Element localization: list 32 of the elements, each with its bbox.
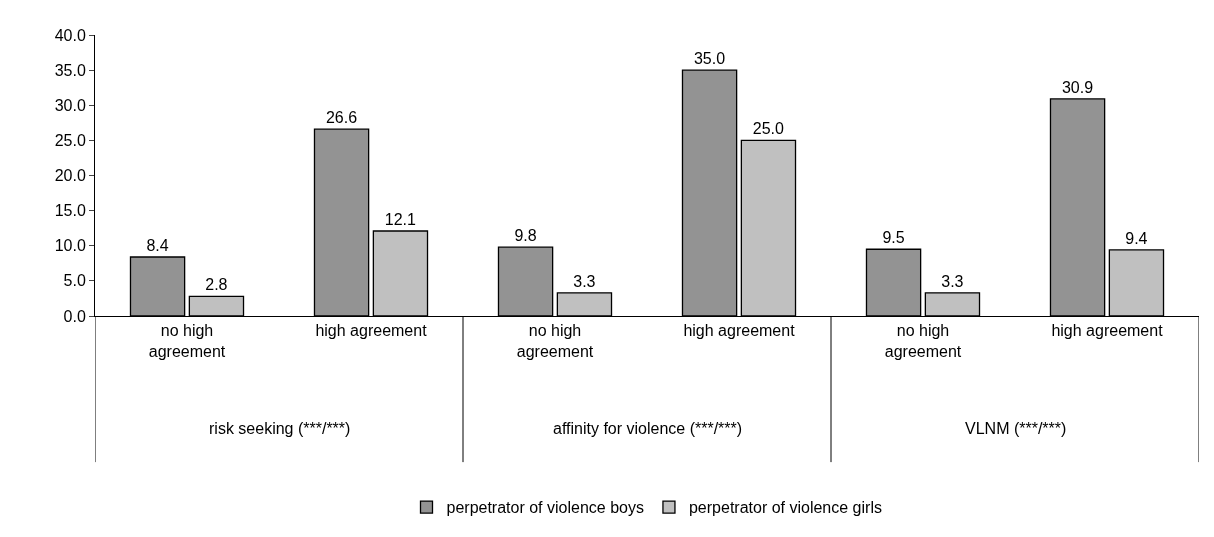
x-tick-label: high agreement [683, 322, 796, 340]
y-tick-label: 25.0 [54, 131, 86, 149]
y-tick-label: 0.0 [63, 307, 86, 325]
data-label: 3.3 [941, 272, 964, 290]
y-tick-label: 10.0 [54, 237, 86, 255]
y-tick-label: 5.0 [63, 272, 86, 290]
data-label: 30.9 [1061, 78, 1094, 96]
data-label: 35.0 [693, 50, 726, 68]
legend-label: perpetrator of violence girls [688, 499, 882, 517]
y-tick-label: 20.0 [54, 167, 86, 185]
x-tick-label: high agreement [315, 322, 428, 340]
legend-label: perpetrator of violence boys [446, 499, 644, 517]
x-tick-label: no high agreement [148, 322, 226, 360]
data-label: 8.4 [146, 236, 169, 254]
data-label: 3.3 [573, 272, 596, 290]
data-label: 9.5 [882, 229, 905, 247]
data-label: 25.0 [752, 120, 785, 138]
text: affinity for violence (***/***) [553, 420, 743, 437]
x-tick-label: no high agreement [884, 322, 962, 360]
text: VLNM (***/***) [965, 420, 1067, 437]
data-label: 26.6 [325, 109, 358, 127]
text: risk seeking (***/***) [209, 420, 351, 437]
data-label: 2.8 [205, 276, 228, 294]
data-label: 9.8 [514, 227, 537, 245]
data-label: 12.1 [384, 211, 417, 228]
x-tick-label: no high agreement [516, 322, 594, 360]
x-tick-label: high agreement [1051, 322, 1164, 340]
y-tick-label: 35.0 [54, 61, 86, 79]
data-label: 9.4 [1125, 229, 1148, 247]
y-tick-label: 15.0 [54, 202, 86, 220]
y-tick-label: 30.0 [54, 96, 86, 114]
y-tick-label: 40.0 [54, 26, 86, 44]
